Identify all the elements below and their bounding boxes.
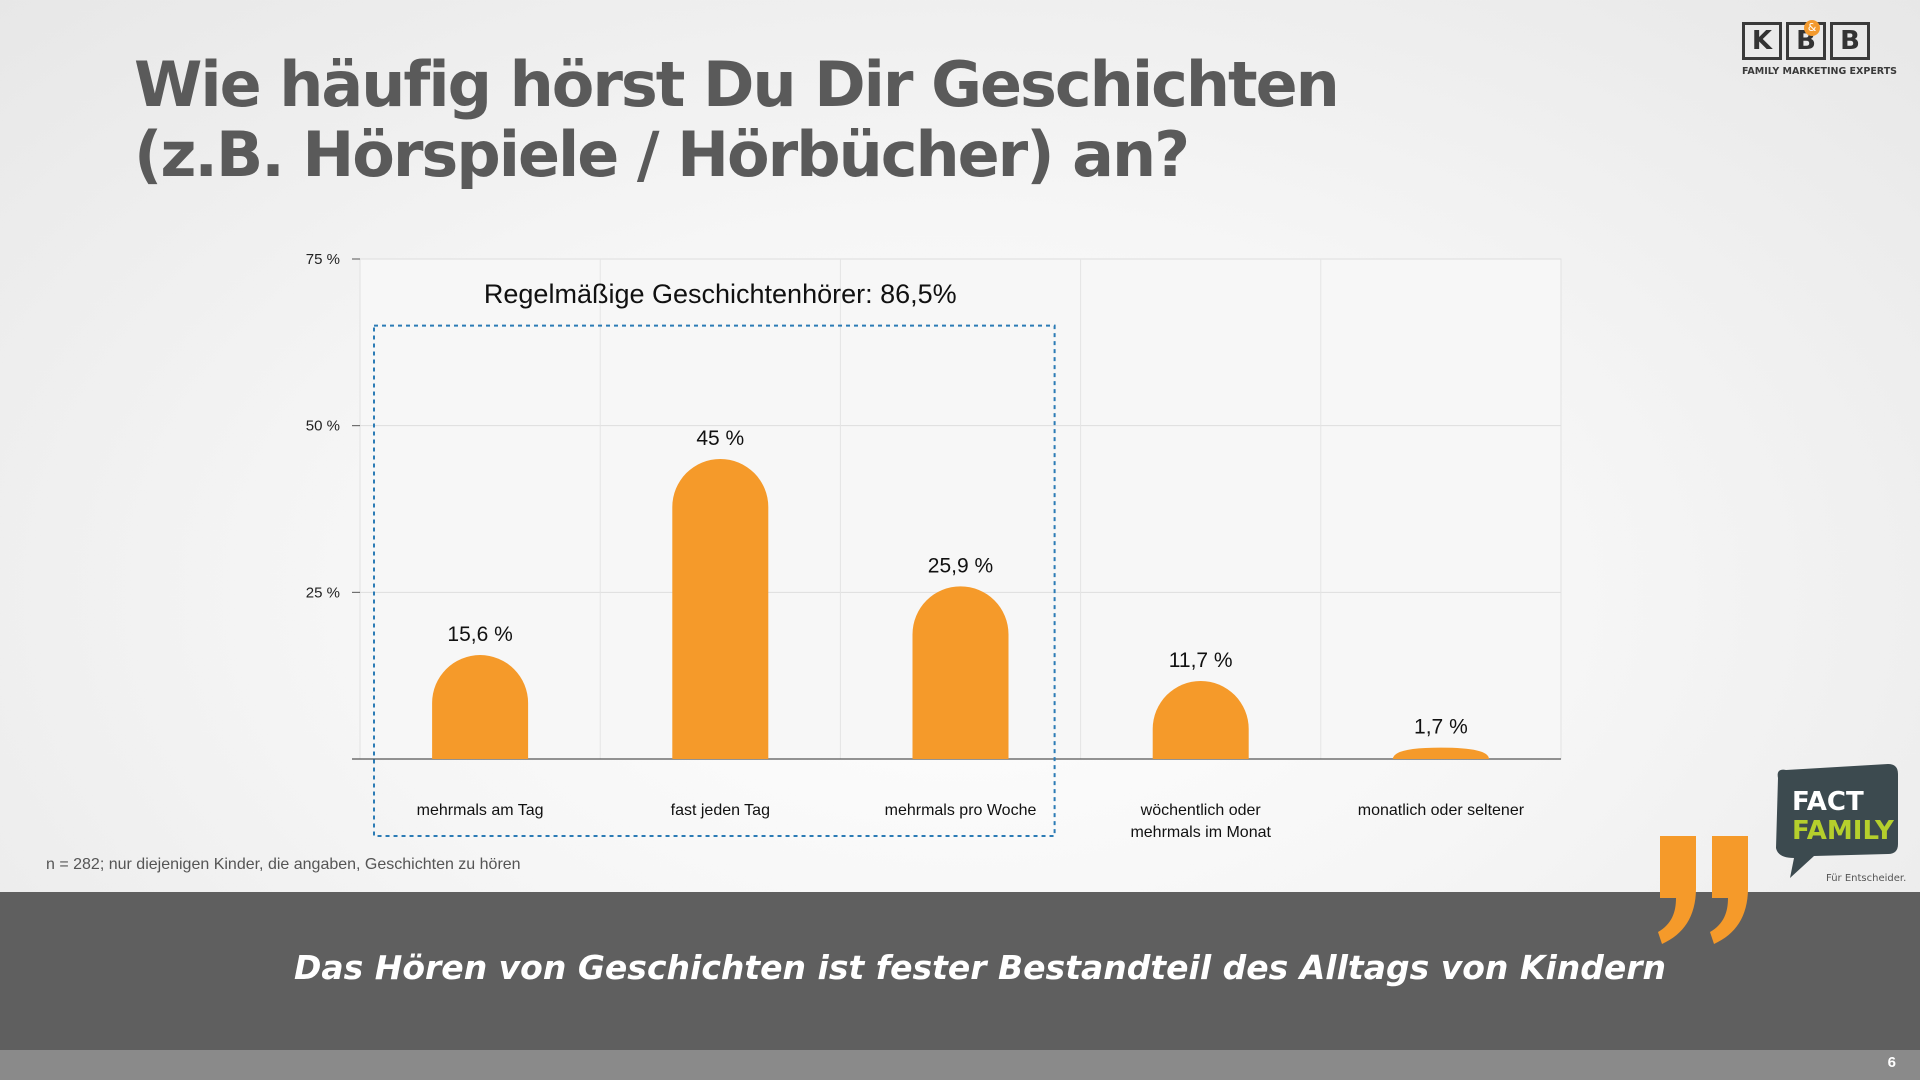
data-label: 1,7 % (1414, 716, 1468, 739)
footer-bar (0, 1050, 1920, 1080)
x-category-label: wöchentlich oder (1140, 802, 1262, 819)
slide-title-line-2: (z.B. Hörspiele / Hörbücher) an? (134, 118, 1190, 191)
x-category-label: fast jeden Tag (671, 802, 770, 819)
statement-band (0, 892, 1920, 1050)
annotation-box (373, 324, 1056, 837)
kbb-logo-letter-k: K (1742, 22, 1782, 60)
bar (432, 655, 529, 759)
y-tick-label: 25 % (306, 584, 340, 601)
page-number: 6 (1887, 1054, 1896, 1071)
slide-title-line-1: Wie häufig hörst Du Dir Geschichten (134, 48, 1340, 121)
fact-family-tagline: Für Entscheider. (1826, 873, 1906, 884)
fact-family-line-1: FACT (1792, 787, 1864, 817)
data-label: 15,6 % (447, 623, 512, 646)
fact-family-logo: FACT FAMILY Für Entscheider. (1776, 764, 1906, 884)
kbb-logo-tagline: FAMILY MARKETING EXPERTS (1742, 66, 1898, 77)
bar (1392, 747, 1489, 759)
key-statement: Das Hören von Geschichten ist fester Bes… (293, 948, 1667, 987)
kbb-logo-ampersand: & (1804, 20, 1820, 36)
data-label: 11,7 % (1169, 649, 1233, 672)
data-label: 45 % (696, 427, 744, 450)
kbb-logo: K B B & FAMILY MARKETING EXPERTS (1742, 20, 1898, 94)
x-category-label: mehrmals im Monat (1130, 824, 1271, 841)
data-label: 25,9 % (928, 554, 993, 577)
bar (1152, 681, 1249, 759)
bar (672, 459, 769, 759)
kbb-logo-letter-b2: B (1830, 22, 1870, 60)
x-category-label: mehrmals am Tag (417, 802, 544, 819)
x-category-label: monatlich oder seltener (1358, 802, 1525, 819)
sample-note: n = 282; nur diejenigen Kinder, die anga… (46, 856, 521, 873)
bar (912, 586, 1009, 759)
fact-family-bubble-shape (1776, 764, 1898, 878)
y-tick-label: 50 % (306, 418, 340, 435)
fact-family-line-2: FAMILY (1792, 816, 1895, 846)
y-tick-label: 75 % (306, 251, 340, 268)
slide-title: Wie häufig hörst Du Dir Geschichten (z.B… (134, 48, 1340, 191)
x-category-label: mehrmals pro Woche (885, 802, 1037, 819)
quote-mark-icon (1658, 836, 1748, 944)
bar-chart: 25 % 50 % 75 % 15,6 % mehrmals am Tag 45 % fas… (306, 251, 1562, 841)
annotation-text: Regelmäßige Geschichtenhörer: 86,5% (484, 279, 957, 309)
